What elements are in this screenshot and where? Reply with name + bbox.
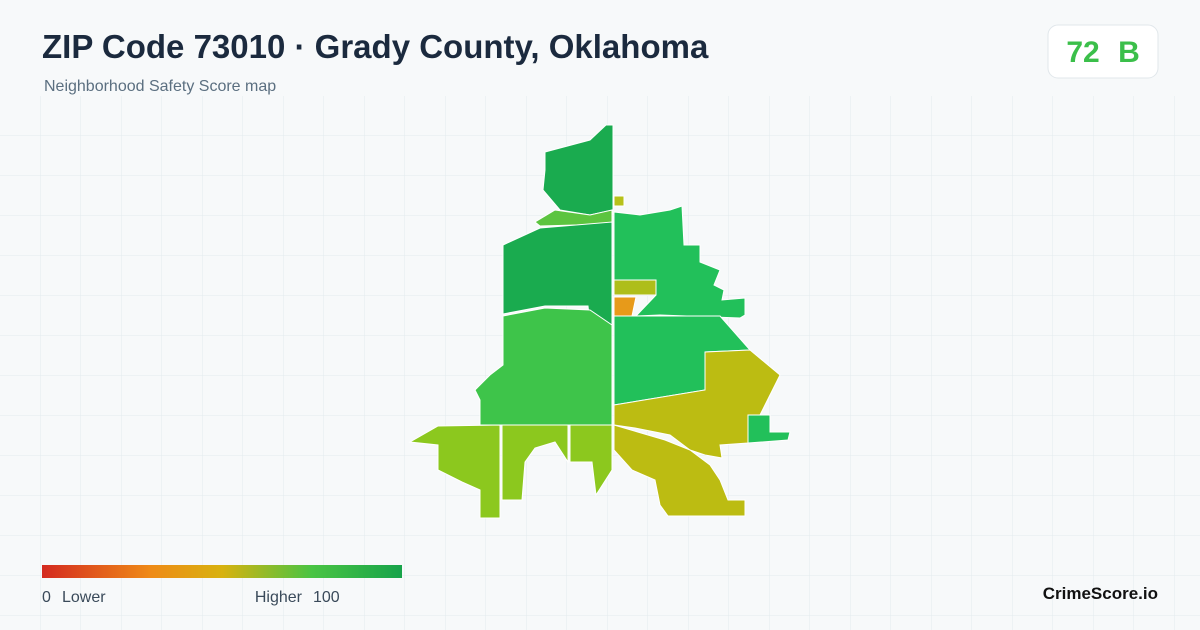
region	[613, 296, 637, 317]
title: ZIP Code 73010 · Grady County, Oklahoma	[42, 28, 709, 65]
region	[747, 414, 791, 444]
region	[613, 195, 625, 207]
region	[613, 205, 746, 319]
legend-scale	[42, 565, 402, 578]
region	[613, 424, 746, 517]
score-badge	[1047, 24, 1159, 79]
region	[569, 424, 613, 497]
subtitle: Neighborhood Safety Score map	[44, 78, 276, 95]
legend-max-label: Higher	[255, 589, 303, 606]
legend-min-label: Lower	[62, 589, 106, 606]
score-value: 72	[1066, 36, 1099, 69]
score-grade: B	[1118, 36, 1140, 69]
region	[534, 209, 613, 227]
region	[501, 424, 569, 501]
brand: CrimeScore.io	[1043, 584, 1158, 603]
legend-max: 100	[313, 589, 340, 606]
region	[408, 424, 501, 519]
zip-regions	[408, 124, 791, 519]
legend-min: 0	[42, 589, 51, 606]
region	[613, 279, 657, 296]
